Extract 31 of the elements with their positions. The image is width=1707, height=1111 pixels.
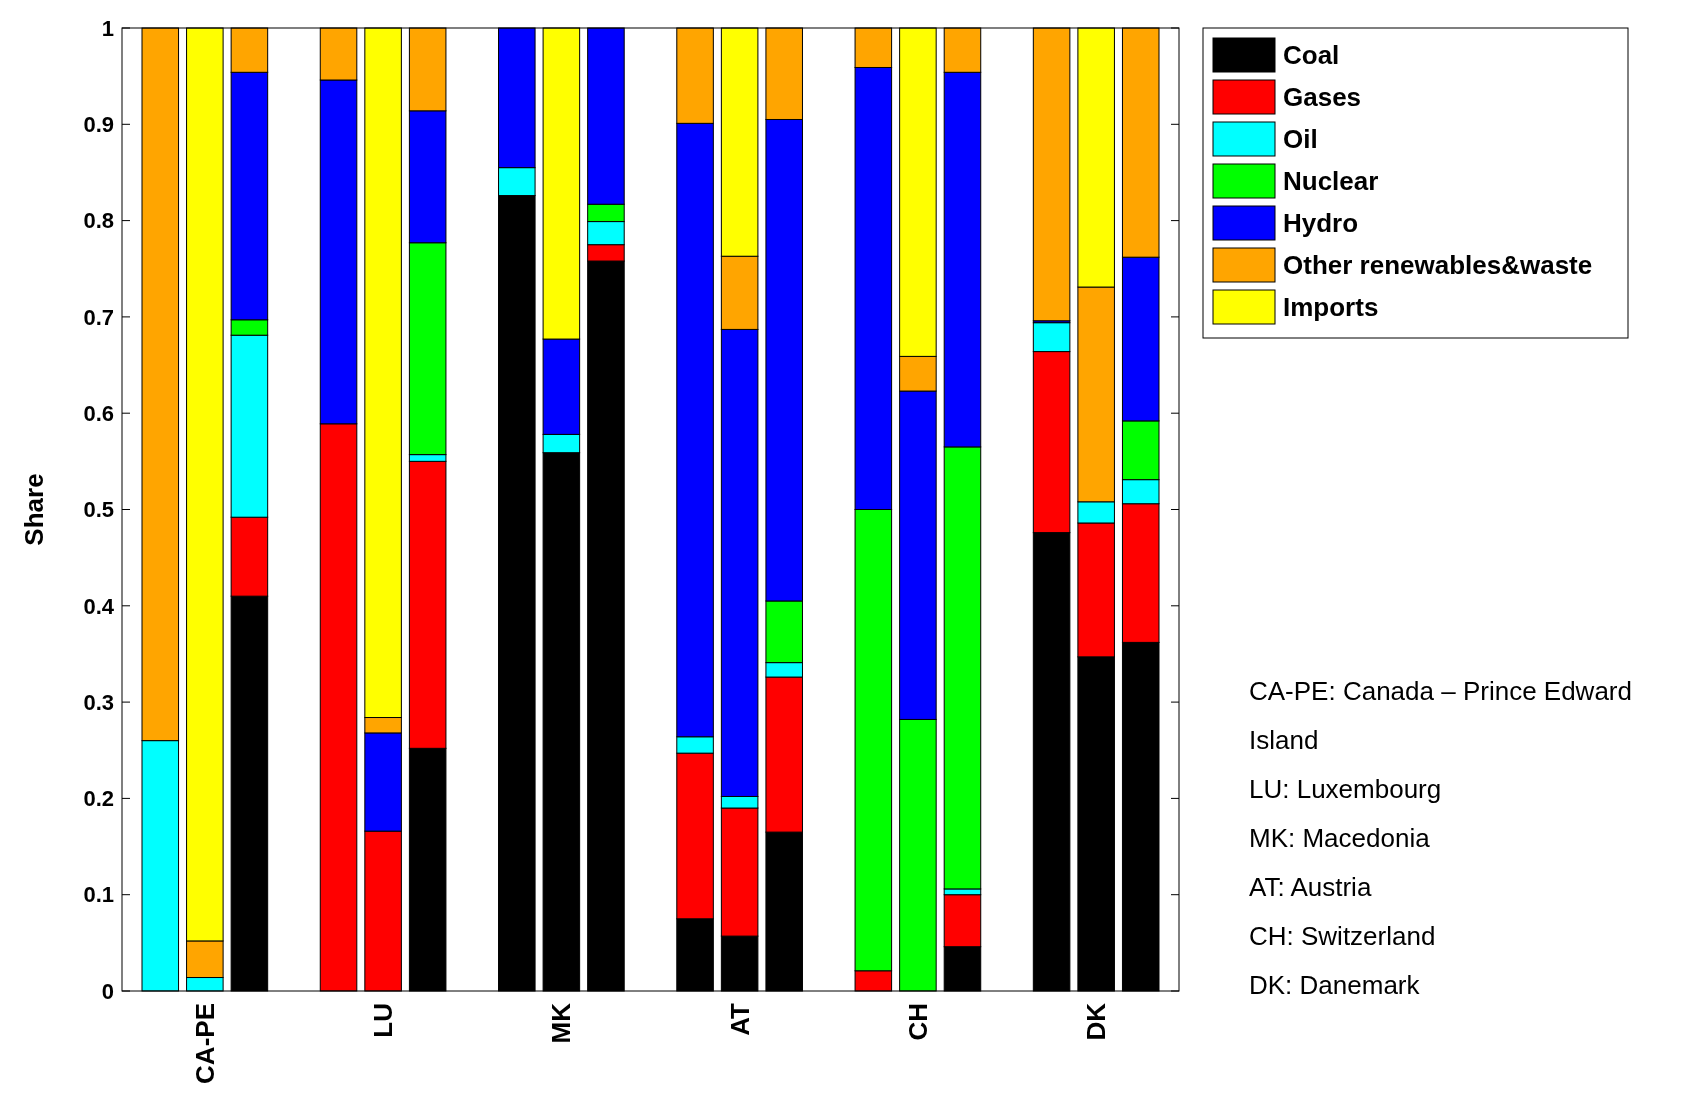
text: DK: Danemark — [1249, 970, 1421, 1001]
y-tick-label: 0.2 — [83, 786, 114, 812]
text: LU: Luxembourg — [1249, 774, 1442, 805]
legend-label: Imports — [1283, 292, 1379, 323]
y-axis-title: Share — [19, 473, 49, 546]
y-tick-label: 0.9 — [83, 112, 114, 137]
text: MK: Macedonia — [1249, 823, 1431, 854]
y-tick-label: 0.5 — [83, 497, 114, 523]
y-tick-label: 0.4 — [83, 593, 115, 619]
legend-label: Oil — [1283, 124, 1318, 155]
x-tick-label: LU — [368, 1003, 399, 1038]
y-tick-label: 0 — [101, 978, 114, 1004]
x-tick-label: CA-PE — [189, 1003, 220, 1084]
text: AT: Austria — [1249, 872, 1372, 903]
legend-label: Coal — [1283, 40, 1340, 71]
y-tick-label: 0.7 — [83, 304, 114, 330]
x-tick-label: CH — [903, 1003, 933, 1041]
y-tick-label: 0.3 — [83, 689, 114, 715]
legend-label: Nuclear — [1283, 166, 1379, 197]
y-tick-label: 0.1 — [83, 882, 114, 908]
legend-label: Gases — [1283, 82, 1362, 113]
text: CH: Switzerland — [1249, 921, 1436, 952]
x-tick-label: DK — [1081, 1002, 1112, 1041]
y-tick-label: 1 — [101, 15, 114, 41]
legend-label: Other renewables&waste — [1283, 250, 1593, 281]
text: CA-PE: Canada – Prince Edward Island — [1249, 676, 1632, 756]
legend-label: Hydro — [1283, 208, 1359, 239]
x-tick-label: MK — [546, 1002, 577, 1044]
y-tick-label: 0.8 — [83, 208, 114, 234]
y-tick-label: 0.6 — [83, 400, 114, 426]
x-tick-label: AT — [724, 1002, 755, 1036]
